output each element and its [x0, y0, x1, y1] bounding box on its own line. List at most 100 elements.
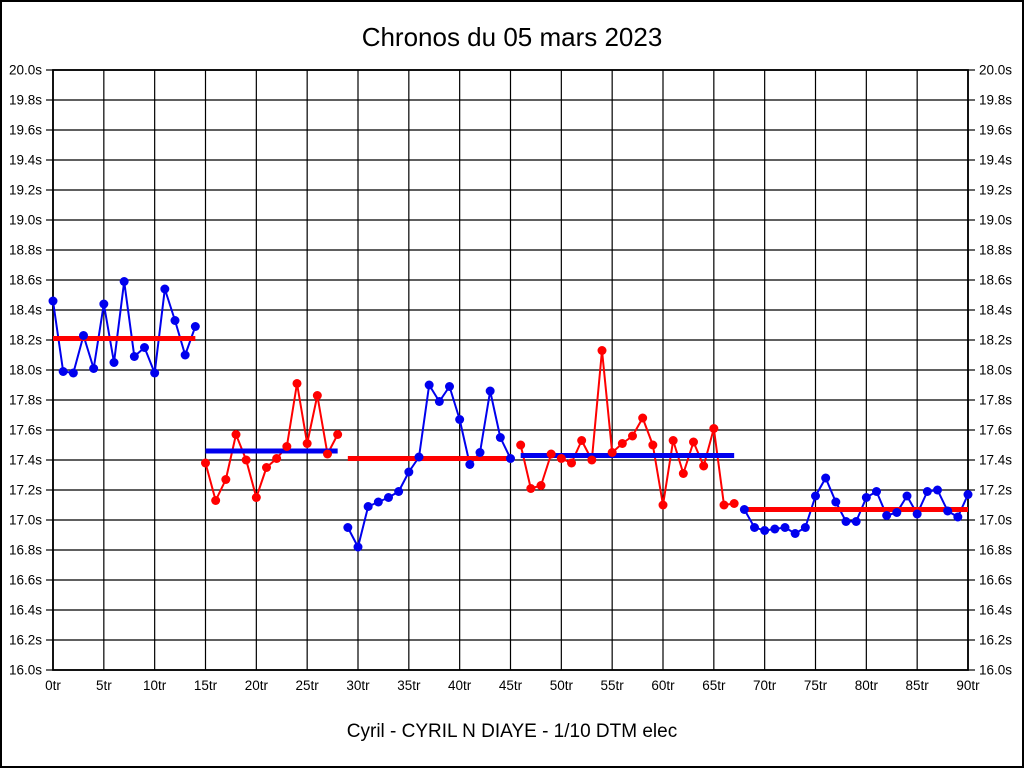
- lap-point-run-3: [384, 493, 393, 502]
- lap-point-run-2: [312, 391, 322, 400]
- x-axis-label: 65tr: [702, 678, 726, 693]
- y-axis-label-right: 16.0s: [979, 663, 1012, 678]
- chart-title: Chronos du 05 mars 2023: [361, 22, 663, 52]
- lap-point-run-4: [648, 440, 658, 450]
- lap-point-run-4: [628, 431, 637, 441]
- lap-point-run-1: [89, 364, 99, 373]
- lap-point-run-2: [201, 458, 210, 468]
- lap-point-run-2: [272, 454, 282, 463]
- x-axis-label: 10tr: [143, 678, 167, 693]
- x-axis-label: 75tr: [804, 678, 828, 693]
- lap-point-run-4: [536, 481, 546, 490]
- lap-point-run-5: [739, 505, 749, 514]
- lap-point-run-1: [48, 296, 58, 306]
- lap-point-run-1: [68, 368, 78, 378]
- y-axis-label-right: 17.0s: [979, 513, 1012, 528]
- lap-point-run-3: [373, 497, 383, 507]
- lap-point-run-5: [882, 511, 892, 520]
- lap-point-run-3: [343, 523, 353, 532]
- y-axis-label-right: 17.8s: [979, 393, 1012, 408]
- lap-point-run-2: [241, 455, 251, 465]
- y-axis-label-right: 18.6s: [979, 273, 1012, 288]
- lap-point-run-3: [475, 448, 485, 457]
- lap-point-run-5: [780, 523, 790, 532]
- lap-point-run-2: [292, 379, 302, 388]
- x-axis-label: 30tr: [346, 678, 370, 693]
- y-axis-label-right: 18.4s: [979, 303, 1012, 318]
- lap-point-run-4: [526, 484, 536, 493]
- lap-line-run-3: [346, 384, 512, 548]
- x-axis-label: 40tr: [448, 678, 472, 693]
- y-axis-label-left: 19.2s: [9, 183, 42, 198]
- lap-point-run-4: [719, 500, 729, 510]
- lap-point-run-5: [922, 487, 932, 496]
- lap-line-run-1: [52, 280, 197, 374]
- lap-point-run-1: [170, 316, 180, 325]
- lap-point-run-5: [872, 487, 881, 496]
- lap-point-run-1: [109, 358, 119, 367]
- x-axis-label: 35tr: [397, 678, 421, 693]
- lap-point-run-4: [668, 436, 678, 445]
- lap-line-run-4: [519, 349, 735, 506]
- lap-point-run-4: [638, 413, 648, 423]
- lap-point-run-1: [79, 331, 88, 340]
- lap-point-run-3: [434, 397, 444, 406]
- y-axis-label-right: 18.8s: [979, 243, 1012, 258]
- y-axis-label-right: 19.8s: [979, 93, 1012, 108]
- y-axis-label-left: 18.8s: [9, 243, 42, 258]
- lap-point-run-2: [262, 463, 271, 472]
- lap-point-run-5: [963, 490, 973, 499]
- y-axis-label-left: 19.4s: [9, 153, 42, 168]
- x-axis-label: 20tr: [245, 678, 269, 693]
- lap-point-run-2: [323, 449, 332, 459]
- x-axis-label: 55tr: [601, 678, 625, 693]
- lap-point-run-3: [363, 502, 373, 511]
- lap-point-run-4: [607, 448, 617, 457]
- lap-point-run-3: [424, 380, 434, 390]
- lap-point-run-5: [943, 506, 953, 516]
- lap-point-run-5: [831, 497, 841, 507]
- lap-point-run-3: [394, 487, 404, 496]
- lap-point-run-5: [821, 473, 831, 483]
- y-axis-label-left: 16.0s: [9, 663, 42, 678]
- y-axis-label-right: 16.6s: [979, 573, 1012, 588]
- lap-point-run-1: [119, 277, 129, 286]
- x-axis-label: 45tr: [499, 678, 523, 693]
- lap-point-run-4: [597, 346, 607, 355]
- lap-point-run-2: [333, 430, 343, 439]
- lap-point-run-3: [404, 467, 414, 477]
- y-axis-label-left: 19.6s: [9, 123, 42, 138]
- y-axis-label-left: 17.2s: [9, 483, 42, 498]
- lap-point-run-2: [211, 496, 221, 505]
- x-axis-label: 50tr: [550, 678, 574, 693]
- x-axis-label: 90tr: [956, 678, 980, 693]
- y-axis-label-right: 18.0s: [979, 363, 1012, 378]
- lap-point-run-1: [140, 343, 149, 352]
- lap-point-run-3: [495, 433, 505, 442]
- lap-line-run-2: [204, 382, 339, 502]
- y-axis-label-right: 17.6s: [979, 423, 1012, 438]
- x-axis-label: 70tr: [753, 678, 777, 693]
- y-axis-label-left: 18.2s: [9, 333, 42, 348]
- lap-point-run-5: [770, 524, 780, 534]
- x-axis-label: 60tr: [651, 678, 675, 693]
- plot-frame: [52, 69, 969, 671]
- lap-point-run-2: [251, 493, 261, 502]
- lap-point-run-1: [58, 367, 68, 376]
- lap-point-run-5: [790, 529, 800, 538]
- y-axis-label-right: 17.2s: [979, 483, 1012, 498]
- lap-point-run-2: [221, 475, 231, 484]
- x-axis-label: 25tr: [296, 678, 320, 693]
- y-axis-label-right: 19.4s: [979, 153, 1012, 168]
- y-axis-label-left: 17.4s: [9, 453, 42, 468]
- lap-point-run-4: [516, 440, 526, 450]
- lap-point-run-5: [933, 485, 942, 495]
- lap-point-run-3: [445, 382, 454, 391]
- y-axis-label-left: 17.0s: [9, 513, 42, 528]
- y-axis-label-right: 19.6s: [979, 123, 1012, 138]
- lap-point-run-3: [485, 386, 495, 396]
- lap-point-run-5: [851, 517, 861, 526]
- x-axis-label: 0tr: [45, 678, 61, 693]
- lap-point-run-4: [709, 424, 719, 433]
